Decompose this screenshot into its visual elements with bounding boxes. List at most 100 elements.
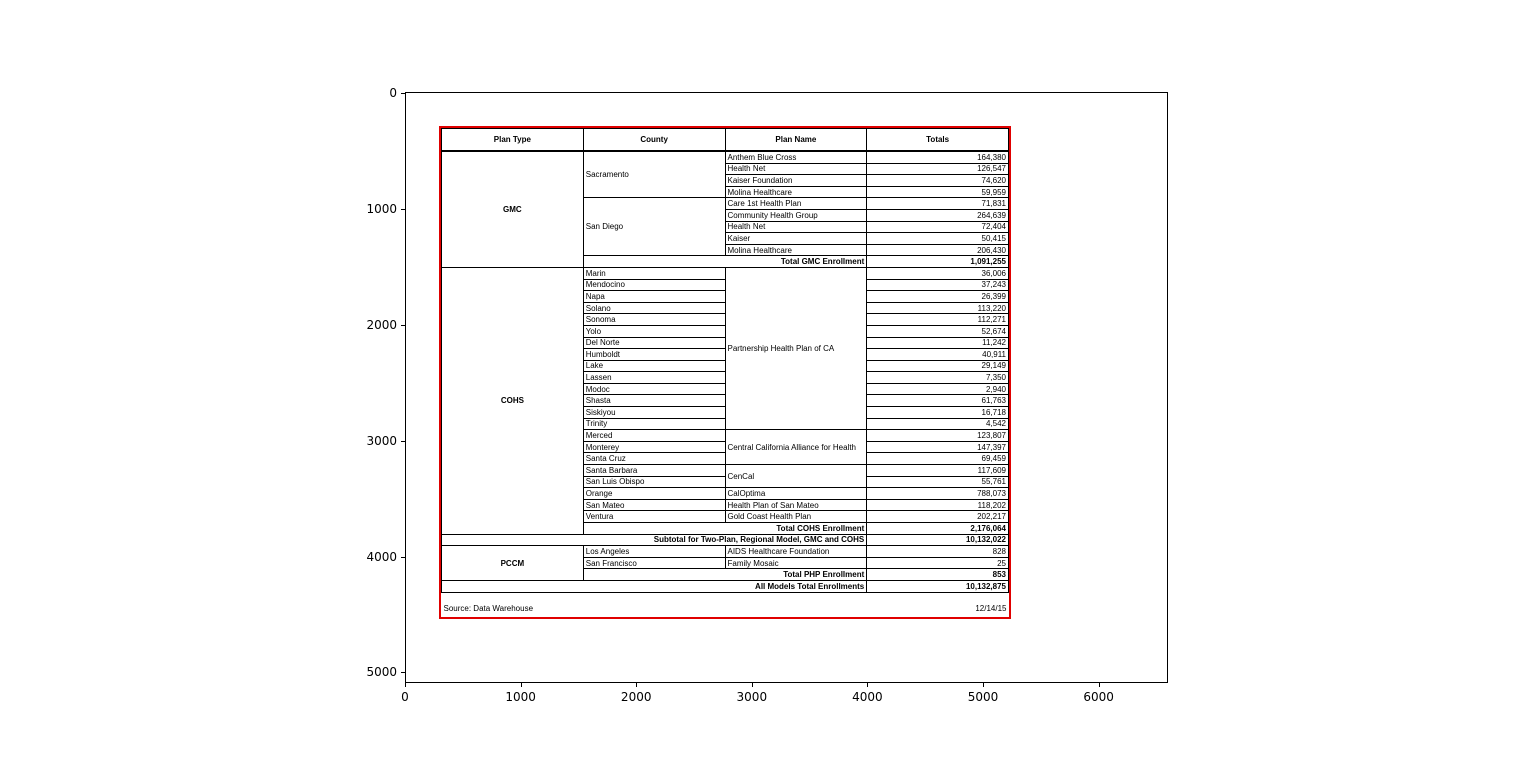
- subtotal-row: Subtotal for Two-Plan, Regional Model, G…: [440, 533, 1009, 547]
- y-tick-mark: [401, 324, 405, 326]
- y-tick-mark: [401, 93, 405, 94]
- y-tick-label: 5000: [366, 665, 397, 680]
- table-row: COHS Marin Partnership Health Plan of CA 36…: [441, 266, 1009, 535]
- x-tick-mark: [867, 683, 869, 687]
- total-row: Total PHP Enrollment 853: [442, 568, 1009, 581]
- total-cell: 147,397: [866, 440, 1009, 454]
- table-row: Napa 26,399: [442, 290, 1009, 303]
- table-row: Yolo 52,674: [442, 324, 1009, 338]
- plan-name-cell: CenCal: [724, 464, 868, 489]
- county-cell: Santa Cruz: [582, 452, 726, 466]
- county-cell: Napa: [582, 290, 726, 303]
- total-cell: 126,547: [866, 162, 1009, 176]
- column-header: County: [582, 128, 726, 152]
- table-row: Health Net 126,547: [442, 162, 1009, 176]
- county-cell: Siskiyou: [582, 406, 726, 419]
- total-cell: 4,542: [866, 417, 1009, 431]
- y-tick-label: 2000: [366, 317, 397, 332]
- total-cell: 113,220: [866, 301, 1009, 315]
- county-cell: San Diego: [582, 197, 726, 257]
- county-cell: Solano: [582, 301, 726, 315]
- table-cell: Subtotal for Two-Plan, Regional Model, G…: [440, 533, 868, 547]
- table-row: PCCM Los Angeles AIDS Healthcare Foundatio…: [441, 545, 1009, 581]
- table-row: San Mateo Health Plan of San Mateo 118,202: [442, 498, 1009, 512]
- county-cell: Orange: [582, 487, 726, 500]
- total-cell: 52,674: [866, 324, 1009, 338]
- plan-type-cell: PCCM: [441, 545, 584, 581]
- plan-name-cell: Molina Healthcare: [724, 185, 868, 199]
- header-row: Plan Type County Plan Name Totals: [441, 128, 1009, 152]
- plot-axes: [405, 92, 1168, 683]
- total-cell: 26,399: [866, 290, 1009, 303]
- table-row: Lake 29,149: [442, 359, 1009, 373]
- county-cell: Humboldt: [582, 348, 726, 361]
- table-row: Santa Cruz 69,459: [442, 452, 1009, 466]
- table-row: San Francisco Family Mosaic 25: [442, 556, 1009, 570]
- blank-cell: [442, 592, 1009, 603]
- county-cell: Merced: [582, 429, 726, 442]
- table-row: San Luis Obispo 55,761: [442, 475, 1009, 489]
- table-cell: 1,091,255: [866, 255, 1009, 268]
- county-cell: Marin: [582, 266, 726, 280]
- table-row: Health Net 72,404: [442, 220, 1009, 234]
- county-cell: Monterey: [582, 440, 726, 454]
- y-tick-mark: [401, 440, 405, 442]
- plan-name-cell: Gold Coast Health Plan: [724, 510, 868, 523]
- total-cell: 7,350: [866, 371, 1009, 384]
- y-tick-label: 4000: [366, 549, 397, 564]
- table-cell: 10,132,875: [866, 579, 1009, 593]
- total-row: Total COHS Enrollment 2,176,064: [442, 522, 1009, 535]
- blank-row: [442, 592, 1009, 603]
- table-row: Community Health Group 264,639: [442, 208, 1009, 222]
- x-tick-mark: [520, 683, 522, 687]
- y-tick-mark: [401, 672, 405, 674]
- table-row: Merced Central California Alliance for He…: [442, 429, 1009, 466]
- grand-total-row: All Models Total Enrollments 10,132,875: [440, 579, 1009, 593]
- table-row: Ventura Gold Coast Health Plan 202,217: [442, 510, 1009, 523]
- table-cell: Total COHS Enrollment: [582, 522, 868, 535]
- total-cell: 112,271: [866, 313, 1009, 326]
- plan-type-cell: GMC: [441, 150, 584, 268]
- county-cell: San Luis Obispo: [582, 475, 726, 489]
- y-tick-mark: [401, 208, 405, 210]
- plan-name-cell: Molina Healthcare: [724, 243, 868, 257]
- total-cell: 40,911: [866, 348, 1009, 361]
- x-tick-label: 5000: [967, 690, 999, 704]
- y-tick-label: 0: [389, 86, 397, 100]
- plan-name-cell: Community Health Group: [724, 208, 868, 222]
- plan-name-cell: Kaiser Foundation: [724, 174, 868, 187]
- total-cell: 264,639: [866, 208, 1009, 222]
- total-cell: 206,430: [866, 243, 1009, 257]
- x-tick-mark: [751, 683, 753, 687]
- total-cell: 29,149: [866, 359, 1009, 373]
- x-tick-mark: [636, 683, 638, 687]
- table-row: Shasta 61,763: [442, 394, 1009, 408]
- plan-name-cell: AIDS Healthcare Foundation: [724, 545, 868, 558]
- county-cell: San Francisco: [582, 556, 726, 570]
- x-tick-mark: [1098, 683, 1100, 687]
- total-cell: 36,006: [866, 266, 1009, 280]
- report-date: 12/14/15: [975, 604, 1007, 614]
- x-tick-label: 0: [401, 690, 409, 704]
- total-cell: 74,620: [866, 174, 1009, 187]
- plan-name-cell: Anthem Blue Cross: [724, 150, 868, 164]
- total-cell: 202,217: [866, 510, 1009, 523]
- table-row: San Diego Care 1st Health Plan 71,831: [442, 197, 1009, 257]
- county-cell: Lake: [582, 359, 726, 373]
- table-cell: Total PHP Enrollment: [582, 568, 868, 581]
- table-row: Kaiser 50,415: [442, 232, 1009, 245]
- plan-type-cell: COHS: [441, 266, 584, 535]
- county-cell: Mendocino: [582, 278, 726, 292]
- total-cell: 61,763: [866, 394, 1009, 408]
- total-cell: 11,242: [866, 336, 1009, 350]
- table-row: Molina Healthcare 206,430: [442, 243, 1009, 257]
- x-tick-label: 4000: [852, 690, 883, 704]
- column-header: Totals: [866, 128, 1009, 152]
- x-tick-label: 1000: [505, 690, 536, 704]
- source-note: Source: Data Warehouse: [443, 604, 534, 614]
- county-cell: Trinity: [582, 417, 726, 431]
- total-cell: 123,807: [866, 429, 1009, 442]
- total-cell: 71,831: [866, 197, 1009, 210]
- total-cell: 55,761: [866, 475, 1009, 489]
- table-cell: Total GMC Enrollment: [582, 255, 868, 268]
